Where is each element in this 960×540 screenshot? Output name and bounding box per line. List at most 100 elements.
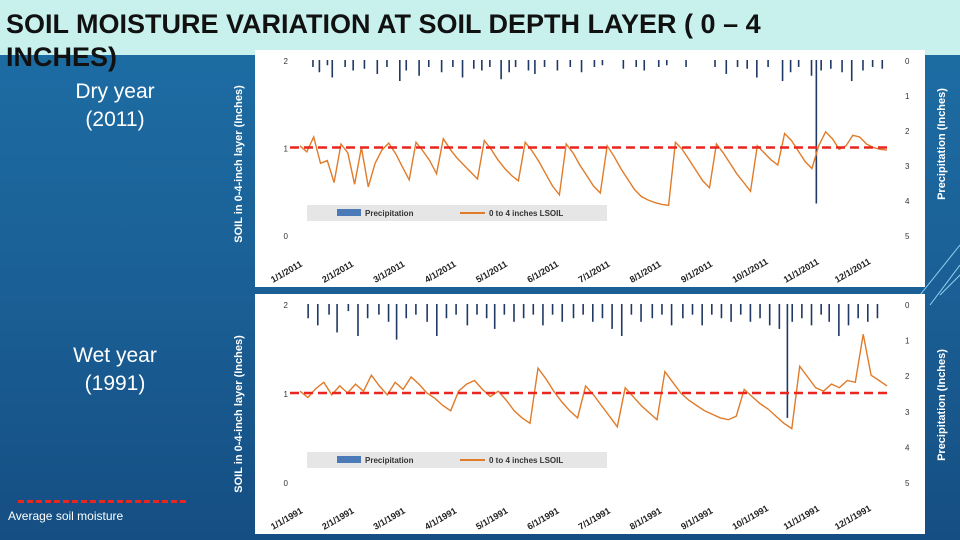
precip-bar	[730, 304, 732, 322]
precip-bar	[366, 304, 369, 319]
precip-bar	[455, 304, 457, 315]
precip-bar	[352, 60, 354, 71]
y2-tick-label: 5	[905, 232, 910, 241]
precip-bar	[357, 304, 359, 337]
x-tick-label: 7/1/1991	[577, 506, 612, 532]
precip-bar	[601, 60, 604, 66]
precip-bar	[418, 60, 420, 76]
x-tick-label: 9/1/2011	[679, 259, 714, 285]
precip-bar	[756, 60, 758, 78]
x-tick-label: 2/1/2011	[320, 259, 355, 285]
precip-bar	[376, 60, 379, 74]
x-tick-label: 10/1/1991	[730, 503, 770, 532]
x-tick-label: 10/1/2011	[730, 256, 769, 284]
precip-bar	[789, 60, 792, 73]
precip-bar	[435, 304, 438, 337]
precip-bar	[542, 304, 544, 326]
wet-year-text: Wet year (1991)	[73, 344, 157, 395]
precip-bar	[363, 60, 366, 69]
precip-bar	[739, 304, 742, 315]
precip-bar	[386, 60, 388, 67]
precip-bar	[714, 60, 716, 67]
legend-soil-label: 0 to 4 inches LSOIL	[489, 456, 563, 465]
precip-bar	[485, 304, 488, 319]
y2-tick-label: 1	[905, 92, 910, 101]
precip-bar	[593, 60, 596, 67]
y2-tick-label: 2	[905, 372, 910, 381]
precip-bar	[876, 304, 879, 319]
precip-bar	[427, 60, 430, 67]
precip-bar	[556, 60, 559, 71]
page-title: SOIL MOISTURE VARIATION AT SOIL DEPTH LA…	[6, 9, 761, 72]
precip-bar	[326, 60, 329, 66]
x-tick-label: 9/1/1991	[679, 506, 714, 532]
precip-bar	[582, 304, 584, 315]
precip-bar	[466, 304, 469, 326]
chart-1991: 2 1 0 0 1 2 3 4 5 Precipitation 0 to 4 inches LSOI…	[269, 301, 910, 532]
precip-bar	[312, 60, 314, 67]
precip-bar	[503, 304, 506, 315]
precip-bar	[828, 304, 831, 322]
x-tick-label: 1/1/1991	[269, 506, 304, 532]
precip-bar	[481, 60, 483, 71]
precip-bar	[847, 304, 850, 326]
left-axis-label-top: SOIL in 0-4-inch layer (Inches)	[233, 85, 245, 243]
precip-bar	[508, 60, 510, 73]
precip-bar	[307, 304, 309, 319]
precip-bar	[665, 60, 668, 66]
x-tick-label: 8/1/2011	[628, 259, 663, 285]
precip-bar	[630, 304, 633, 315]
precip-bar	[810, 304, 813, 326]
y2-tick-label: 1	[905, 337, 910, 346]
precip-bar	[791, 304, 794, 322]
precip-bar	[461, 60, 464, 78]
precip-bar	[815, 60, 818, 204]
y-tick-label: 0	[284, 479, 289, 488]
precip-bar	[820, 304, 822, 315]
precip-bar	[643, 60, 646, 71]
precip-bar	[801, 304, 803, 319]
x-tick-label: 4/1/1991	[423, 506, 458, 532]
y2-tick-label: 3	[905, 408, 910, 417]
precip-bar	[746, 60, 748, 69]
y-tick-label: 1	[284, 145, 289, 154]
x-tick-label: 11/1/2011	[782, 257, 821, 285]
precip-bar	[513, 304, 515, 322]
x-tick-label: 4/1/2011	[423, 259, 458, 285]
legend-precip-swatch	[337, 456, 361, 463]
precip-bar	[336, 304, 338, 333]
y-tick-label: 2	[284, 301, 289, 310]
right-axis-label-top: Precipitation (Inches)	[936, 88, 948, 200]
precip-bar	[620, 304, 623, 337]
precip-bar	[493, 304, 496, 329]
precip-bar	[601, 304, 604, 319]
precip-bar	[850, 60, 853, 81]
legend-box	[307, 205, 607, 221]
left-axis-label-bottom: SOIL in 0-4-inch layer (Inches)	[233, 335, 245, 493]
soil-moisture-line	[299, 130, 888, 207]
precip-bar	[347, 304, 350, 312]
dry-year-text: Dry year (2011)	[75, 80, 155, 131]
precip-bar	[440, 60, 443, 73]
precip-bar	[720, 304, 723, 319]
soil-moisture-line	[299, 334, 888, 430]
precip-bar	[841, 60, 843, 73]
precip-bar	[736, 60, 739, 67]
y2-tick-label: 3	[905, 162, 910, 171]
decorative-lines	[920, 244, 960, 305]
precip-bar	[871, 60, 874, 67]
precip-bar	[691, 304, 694, 315]
precip-bar	[489, 60, 491, 67]
y-tick-label: 2	[284, 57, 289, 66]
precip-bar	[768, 304, 771, 326]
legend-box	[307, 452, 607, 468]
precip-bar	[534, 60, 536, 74]
precip-bar	[838, 304, 840, 337]
precip-bar	[767, 60, 769, 67]
precip-bar	[543, 60, 546, 67]
y2-tick-label: 0	[905, 57, 910, 66]
precip-bar	[580, 60, 583, 73]
average-legend-line	[18, 500, 186, 503]
precip-bar	[561, 304, 564, 322]
precip-bar	[399, 60, 401, 81]
